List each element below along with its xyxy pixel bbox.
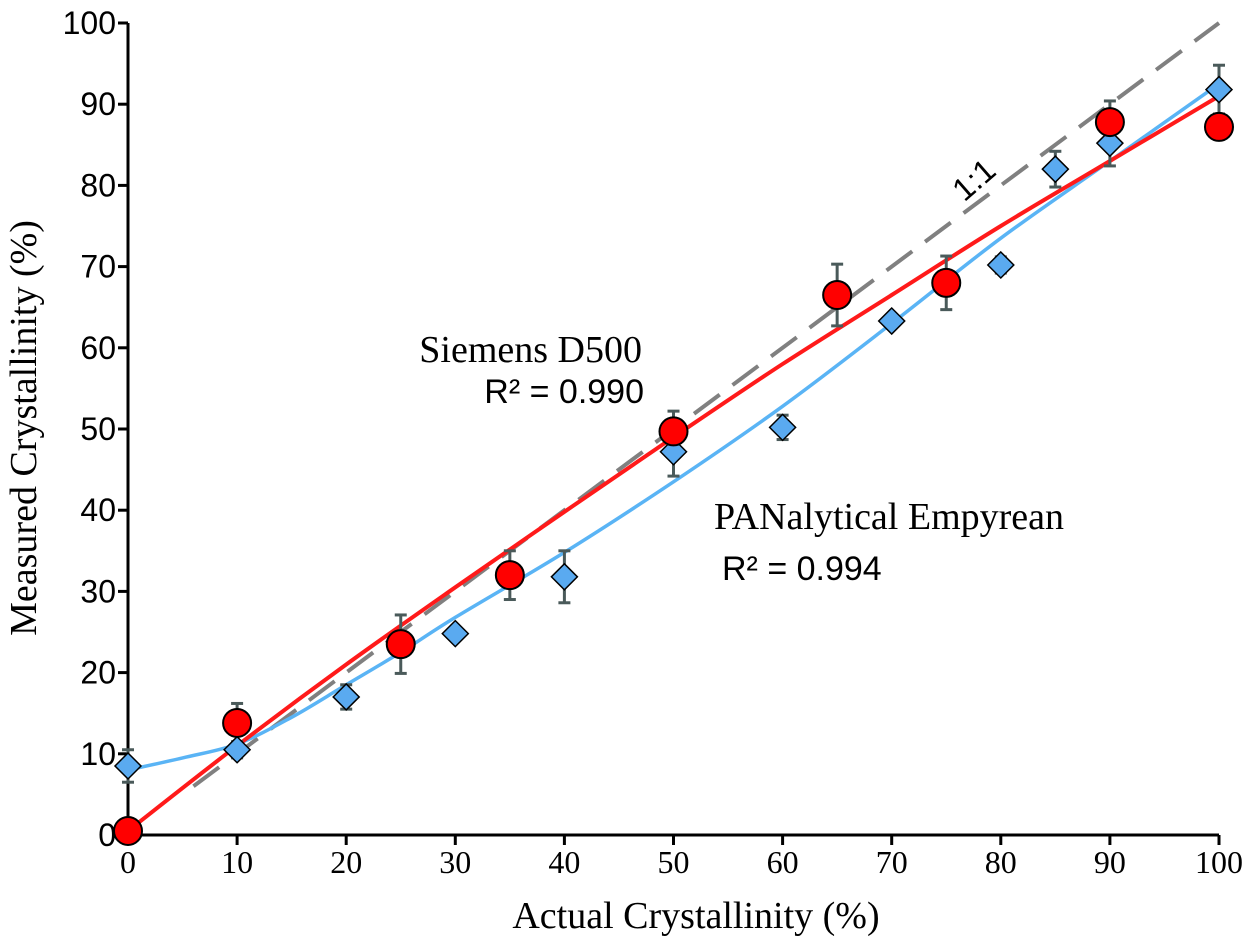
y-tick-label: 20 (80, 655, 116, 691)
siemens-point (658, 416, 689, 447)
panalytical-point (1041, 155, 1070, 184)
y-tick-label: 40 (80, 492, 116, 528)
panalytical-point (113, 751, 143, 781)
x-tick-label: 60 (767, 844, 799, 880)
panalytical-point (550, 562, 579, 591)
siemens-point (113, 815, 143, 846)
axes: 0 10 20 30 40 50 60 70 80 90 100 0 10 20 30 40 50 60 70 80 9… (63, 5, 1243, 880)
x-tick-label: 30 (439, 844, 471, 880)
panalytical-point (877, 306, 906, 336)
y-tick-label: 10 (80, 736, 116, 772)
panalytical-point (1095, 129, 1124, 158)
y-tick-label: 80 (80, 167, 116, 203)
x-tick-label: 50 (658, 844, 690, 880)
x-tick-label: 100 (1195, 844, 1243, 880)
x-tick-label: 40 (548, 844, 580, 880)
one-to-one-line (192, 21, 1221, 788)
panalytical-point (1204, 75, 1234, 104)
panalytical-point (659, 437, 688, 466)
one-to-one-label: 1:1 (945, 152, 1002, 208)
y-tick-label: 0 (98, 817, 116, 853)
siemens-point (931, 267, 962, 298)
x-tick-label: 0 (120, 844, 136, 880)
y-tick-label: 60 (80, 330, 116, 366)
siemens-point (494, 560, 525, 591)
panalytical-point (223, 735, 252, 764)
x-tick-label: 10 (221, 844, 253, 880)
siemens-point (1204, 111, 1234, 142)
siemens-r2-label: R² = 0.990 (484, 373, 644, 411)
x-axis-label: Actual Crystallinity (%) (512, 895, 879, 937)
y-tick-label: 30 (80, 573, 116, 609)
panalytical-r2-label: R² = 0.994 (722, 550, 882, 588)
siemens-point (385, 629, 416, 660)
panalytical-series-label: PANalytical Empyrean (714, 496, 1064, 538)
x-tick-label: 80 (985, 844, 1017, 880)
x-tick-label: 90 (1094, 844, 1126, 880)
panalytical-point (768, 413, 797, 442)
reference-line-group (192, 21, 1221, 788)
x-tick-label: 20 (330, 844, 362, 880)
y-tick-label: 90 (80, 86, 116, 122)
data-markers (113, 75, 1234, 846)
y-tick-label: 100 (63, 5, 116, 41)
siemens-point (222, 707, 253, 738)
siemens-series-label: Siemens D500 (419, 329, 642, 371)
y-tick-label: 50 (80, 411, 116, 447)
panalytical-point (332, 682, 361, 712)
panalytical-fit-line (126, 82, 1221, 772)
y-axis-label: Measured Crystallinity (%) (3, 220, 45, 636)
siemens-point (822, 280, 853, 311)
panalytical-point (986, 250, 1015, 280)
panalytical-point (441, 619, 470, 648)
x-tick-label: 70 (876, 844, 908, 880)
y-tick-label: 70 (80, 249, 116, 285)
siemens-point (1094, 107, 1125, 138)
